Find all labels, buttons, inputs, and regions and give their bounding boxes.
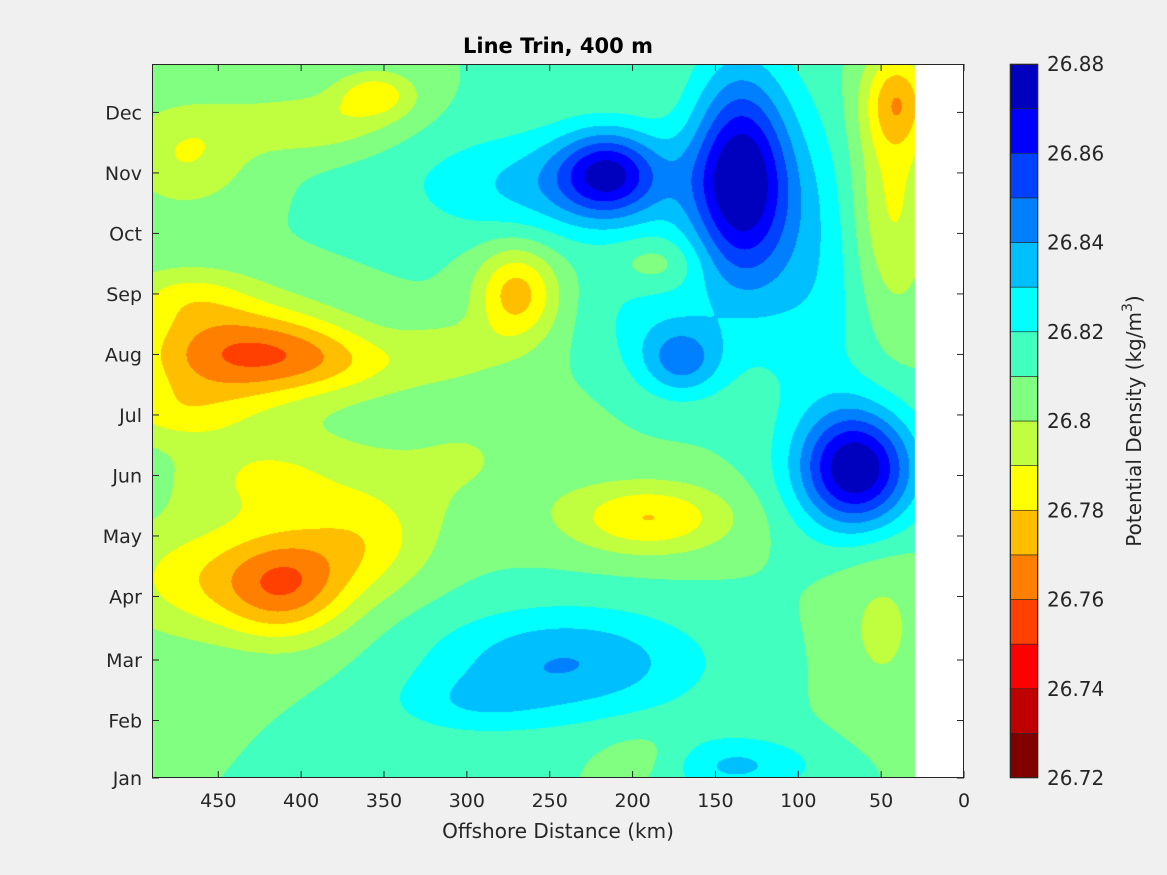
x-tick-label: 100 bbox=[780, 790, 816, 812]
colorbar-swatch bbox=[1009, 509, 1039, 556]
colorbar-swatch bbox=[1009, 688, 1039, 734]
chart-title: Line Trin, 400 m bbox=[463, 34, 653, 58]
colorbar-swatch bbox=[1009, 554, 1039, 600]
y-tick-label: Mar bbox=[106, 650, 142, 672]
colorbar-tick-label: 26.74 bbox=[1047, 677, 1104, 701]
x-axis-label: Offshore Distance (km) bbox=[442, 819, 674, 843]
colorbar-tick-label: 26.76 bbox=[1047, 588, 1104, 612]
colorbar-swatch bbox=[1009, 286, 1039, 333]
y-tick-label: Jul bbox=[118, 405, 142, 427]
colorbar-swatch bbox=[1009, 152, 1039, 199]
colorbar-tick-label: 26.8 bbox=[1047, 409, 1092, 433]
y-tick-label: Oct bbox=[109, 223, 142, 245]
colorbar-label-text: Potential Density (kg/m bbox=[1122, 312, 1146, 547]
colorbar-swatch bbox=[1009, 242, 1039, 288]
x-tick-label: 50 bbox=[869, 790, 893, 812]
y-tick-label: Apr bbox=[109, 586, 142, 608]
x-tick-label: 400 bbox=[283, 790, 319, 812]
colorbar-swatch bbox=[1009, 420, 1039, 466]
plot-frame bbox=[152, 64, 964, 778]
colorbar-swatch bbox=[1009, 197, 1039, 243]
colorbar-ticks: 26.72 26.74 26.76 26.78 26.8 26.82 26.84 26.86 2… bbox=[1047, 52, 1104, 790]
colorbar-tick-label: 26.78 bbox=[1047, 498, 1104, 522]
y-tick-label: Sep bbox=[106, 284, 142, 306]
y-tick-label: Nov bbox=[105, 163, 142, 185]
y-tick-label: Jun bbox=[111, 465, 142, 487]
x-tick-label: 0 bbox=[958, 790, 970, 812]
x-tick-label: 250 bbox=[532, 790, 568, 812]
colorbar-swatch bbox=[1009, 376, 1039, 422]
y-axis-ticks: Jan Feb Mar Apr May Jun Jul Aug Sep Oct Nov Dec bbox=[103, 102, 964, 790]
colorbar-tick-label: 26.88 bbox=[1047, 52, 1104, 76]
x-axis-ticks: 450 400 350 300 250 200 150 100 50 0 bbox=[200, 64, 970, 812]
colorbar-label: Potential Density (kg/m3) bbox=[1120, 295, 1146, 546]
colorbar-frame bbox=[1010, 64, 1038, 778]
y-tick-label: Feb bbox=[108, 711, 142, 733]
x-tick-label: 350 bbox=[366, 790, 402, 812]
x-tick-label: 200 bbox=[614, 790, 650, 812]
y-tick-label: Jan bbox=[112, 768, 142, 790]
colorbar-swatch bbox=[1009, 465, 1039, 511]
colorbar-swatches bbox=[1009, 63, 1039, 779]
colorbar-label-superscript: 3 bbox=[1120, 303, 1136, 312]
contour-field bbox=[152, 64, 964, 778]
colorbar-tick-label: 26.84 bbox=[1047, 231, 1104, 255]
colorbar-tick-label: 26.72 bbox=[1047, 766, 1104, 790]
x-tick-label: 150 bbox=[697, 790, 733, 812]
colorbar-tick-label: 26.82 bbox=[1047, 320, 1104, 344]
colorbar-swatch bbox=[1009, 63, 1039, 109]
x-tick-label: 300 bbox=[449, 790, 485, 812]
colorbar-swatch bbox=[1009, 331, 1039, 377]
colorbar-swatch bbox=[1009, 599, 1039, 645]
colorbar-swatch bbox=[1009, 643, 1039, 690]
y-tick-label: Dec bbox=[105, 102, 142, 124]
x-tick-label: 450 bbox=[200, 790, 236, 812]
colorbar-tick-label: 26.86 bbox=[1047, 141, 1104, 165]
colorbar: 26.72 26.74 26.76 26.78 26.8 26.82 26.84 26.86 2… bbox=[1009, 52, 1146, 790]
colorbar-swatch bbox=[1009, 733, 1039, 779]
colorbar-swatch bbox=[1009, 108, 1039, 154]
y-tick-label: May bbox=[103, 526, 142, 548]
y-tick-label: Aug bbox=[105, 344, 142, 366]
colorbar-label-suffix: ) bbox=[1122, 295, 1146, 303]
